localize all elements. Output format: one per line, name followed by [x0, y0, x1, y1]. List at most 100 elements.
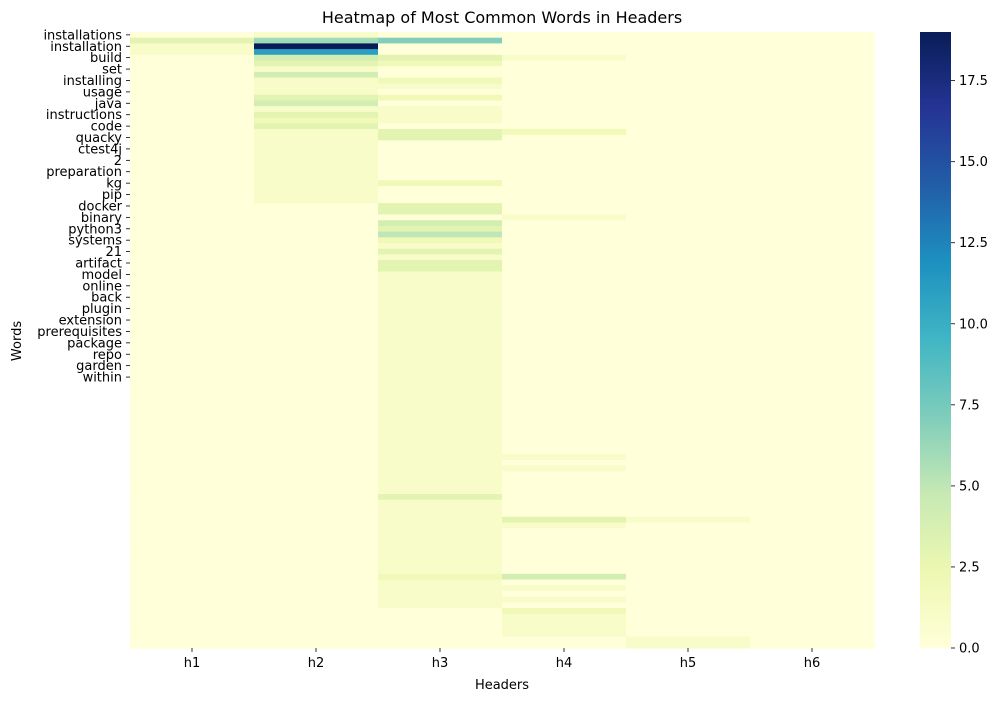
heatmap-cell: [254, 351, 379, 358]
heatmap-cell: [130, 311, 255, 318]
heatmap-cell: [378, 551, 503, 558]
heatmap-cell: [626, 505, 751, 512]
heatmap-cell: [130, 351, 255, 358]
heatmap-cell: [626, 636, 751, 643]
heatmap-cell: [254, 265, 379, 273]
heatmap-cell: [130, 282, 255, 290]
heatmap-cell: [750, 488, 875, 495]
heatmap-cell: [378, 334, 503, 341]
heatmap-cell: [130, 214, 255, 221]
heatmap-cell: [626, 265, 751, 273]
heatmap-cell: [750, 146, 875, 153]
heatmap-cell: [130, 168, 255, 176]
heatmap-cell: [130, 602, 255, 609]
heatmap-cell: [626, 442, 751, 449]
heatmap-cell: [254, 431, 379, 438]
y-tick-label: systems: [68, 234, 122, 249]
heatmap-cell: [130, 300, 255, 307]
y-tick-label: installing: [63, 74, 122, 89]
heatmap-cell: [626, 83, 751, 90]
heatmap-cell: [130, 54, 255, 62]
heatmap-cell: [130, 516, 255, 524]
heatmap-cell: [750, 590, 875, 598]
heatmap-cell: [130, 442, 255, 449]
heatmap-cell: [502, 345, 627, 352]
heatmap-cell: [626, 573, 751, 581]
heatmap-cell: [626, 277, 751, 284]
heatmap-cell: [626, 357, 751, 364]
y-tick-label: quacky: [76, 131, 123, 146]
heatmap-cell: [502, 448, 627, 455]
heatmap-cell: [502, 568, 627, 575]
heatmap-cell: [750, 49, 875, 56]
heatmap-cell: [130, 60, 255, 67]
heatmap-cell: [750, 551, 875, 558]
heatmap-cell: [130, 197, 255, 204]
heatmap-cell: [130, 328, 255, 335]
heatmap-cell: [750, 305, 875, 313]
y-tick-label: model: [82, 268, 122, 283]
heatmap-cell: [626, 345, 751, 352]
heatmap-cell: [502, 123, 627, 130]
heatmap-cell: [254, 476, 379, 484]
heatmap-cell: [750, 123, 875, 130]
heatmap-cell: [626, 602, 751, 609]
heatmap-cell: [750, 465, 875, 472]
heatmap-cell: [130, 163, 255, 170]
x-axis-label: Headers: [475, 678, 529, 693]
heatmap-cell: [502, 60, 627, 67]
heatmap-cell: [626, 203, 751, 210]
heatmap-cell: [130, 146, 255, 153]
heatmap-cell: [130, 203, 255, 210]
heatmap-cell: [254, 471, 379, 478]
heatmap-cell: [378, 186, 503, 193]
heatmap-cell: [502, 37, 627, 44]
heatmap-cell: [502, 368, 627, 375]
heatmap-cell: [502, 551, 627, 558]
heatmap-cell: [378, 168, 503, 176]
heatmap-cell: [378, 454, 503, 461]
y-tick-label: docker: [78, 199, 122, 214]
heatmap-cell: [130, 225, 255, 233]
x-tick-label: h2: [308, 656, 325, 671]
heatmap-cell: [378, 425, 503, 432]
colorbar-tick-label: 7.5: [959, 398, 980, 413]
heatmap-cell: [254, 402, 379, 410]
heatmap-cell: [626, 305, 751, 313]
heatmap-cell: [502, 454, 627, 461]
y-tick-label: plugin: [82, 302, 122, 317]
heatmap-cell: [378, 630, 503, 638]
heatmap-cell: [254, 385, 379, 392]
heatmap-cell: [750, 231, 875, 238]
heatmap-cell: [502, 414, 627, 421]
heatmap-cell: [502, 385, 627, 392]
heatmap-cell: [626, 322, 751, 330]
heatmap-cell: [750, 191, 875, 198]
heatmap-cell: [378, 123, 503, 130]
heatmap-cell: [502, 579, 627, 586]
heatmap-cell: [130, 499, 255, 506]
heatmap-cell: [502, 459, 627, 467]
heatmap-cell: [378, 294, 503, 301]
heatmap-cell: [750, 71, 875, 79]
heatmap-cell: [378, 288, 503, 295]
heatmap-cell: [254, 134, 379, 141]
heatmap-cell: [750, 197, 875, 204]
heatmap-cell: [626, 402, 751, 410]
heatmap-cell: [130, 642, 255, 649]
heatmap-cell: [626, 54, 751, 62]
heatmap-cell: [130, 385, 255, 392]
heatmap-cell: [502, 71, 627, 79]
heatmap-cell: [130, 231, 255, 238]
heatmap-cell: [750, 83, 875, 90]
heatmap-cell: [626, 494, 751, 501]
heatmap-cell: [626, 551, 751, 558]
heatmap-cell: [626, 459, 751, 467]
heatmap-cell: [378, 311, 503, 318]
heatmap-cell: [378, 37, 503, 44]
heatmap-cell: [750, 117, 875, 124]
heatmap-cell: [378, 482, 503, 489]
heatmap-cell: [130, 243, 255, 250]
colorbar-tick-label: 2.5: [959, 560, 980, 575]
heatmap-cell: [378, 66, 503, 73]
